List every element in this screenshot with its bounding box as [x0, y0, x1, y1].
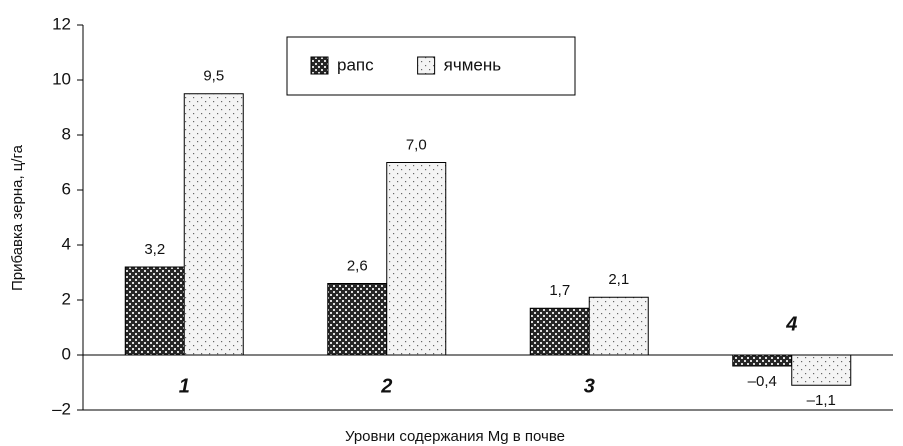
bar	[183, 93, 244, 356]
y-tick-label: 8	[62, 124, 71, 143]
bar	[386, 162, 447, 356]
legend-swatch	[310, 56, 329, 75]
bar	[124, 266, 185, 356]
value-label: –1,1	[807, 392, 836, 409]
y-tick-label: 0	[62, 344, 71, 363]
bar	[529, 307, 590, 356]
legend-swatch	[417, 56, 436, 75]
bar	[732, 354, 793, 367]
value-label: 9,5	[203, 68, 224, 85]
legend-label: рапс	[337, 55, 374, 74]
y-tick-label: 2	[62, 289, 71, 308]
category-label: 2	[380, 375, 392, 397]
value-label: 7,0	[406, 136, 427, 153]
category-label: 4	[785, 313, 797, 335]
value-label: 1,7	[549, 282, 570, 299]
y-tick-label: –2	[52, 399, 71, 418]
value-label: 2,1	[608, 271, 629, 288]
legend-label: ячмень	[444, 55, 502, 74]
y-tick-label: 4	[62, 234, 71, 253]
y-tick-label: 10	[52, 69, 71, 88]
y-tick-label: 6	[62, 179, 71, 198]
category-label: 1	[179, 375, 190, 397]
y-tick-label: 12	[52, 14, 71, 33]
bar	[588, 296, 649, 356]
x-axis-label: Уровни содержания Mg в почве	[345, 428, 565, 445]
category-label: 3	[584, 375, 595, 397]
bar	[327, 283, 388, 356]
bar	[791, 354, 852, 386]
y-axis-label: Прибавка зерна, ц/га	[9, 144, 26, 291]
value-label: 3,2	[144, 241, 165, 258]
value-label: 2,6	[347, 257, 368, 274]
value-label: –0,4	[748, 373, 777, 390]
